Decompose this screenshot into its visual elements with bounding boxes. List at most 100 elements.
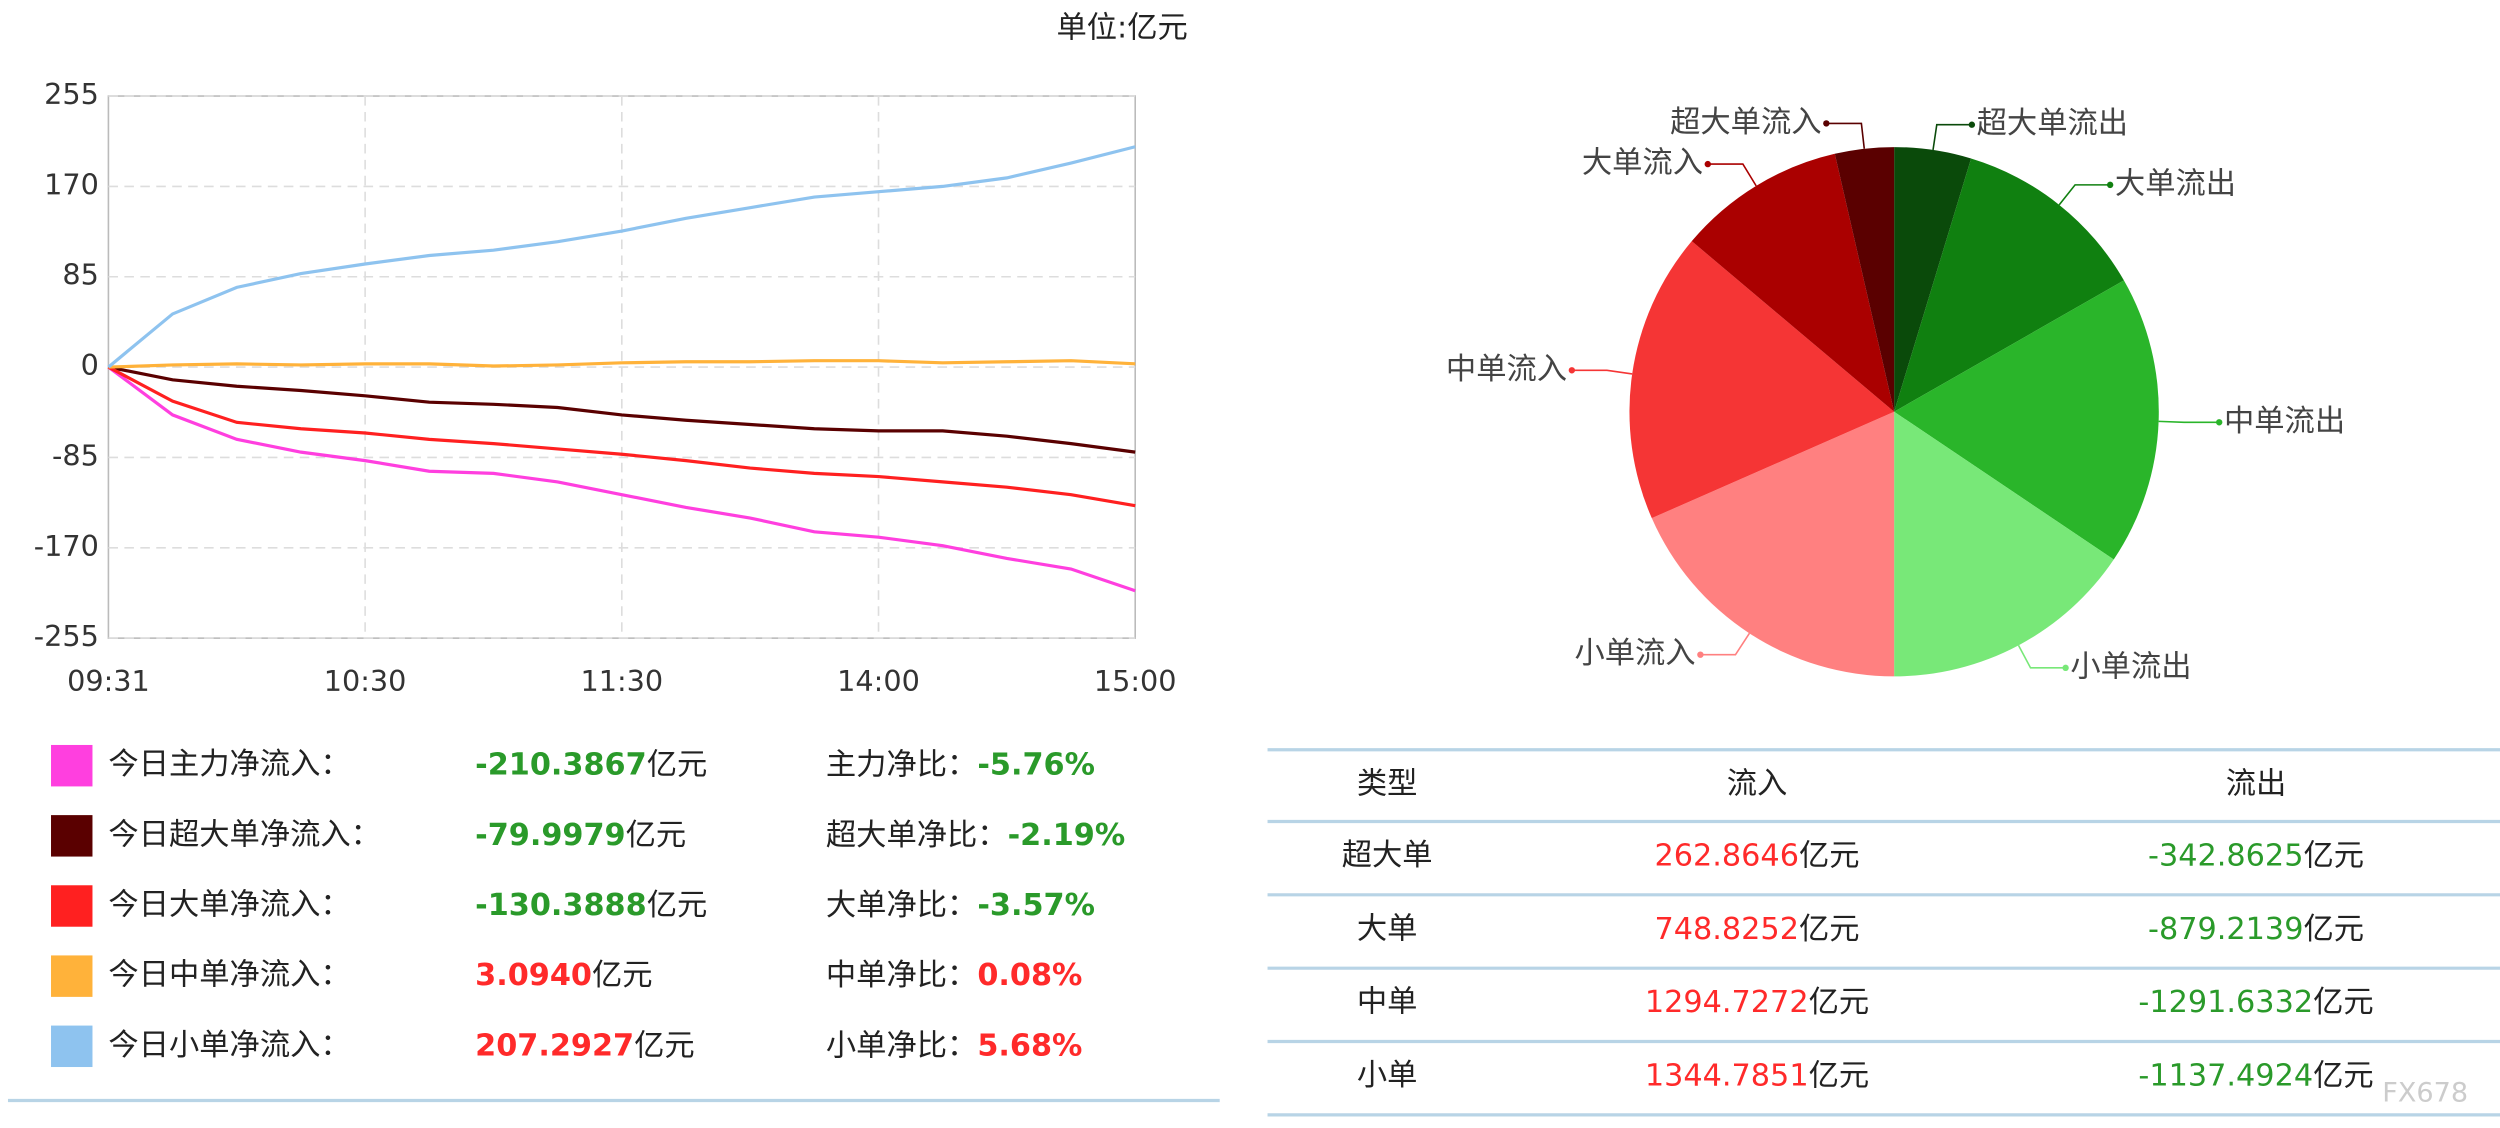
series-line — [107, 365, 1136, 593]
pie-label: 小单流出 — [2070, 649, 2191, 684]
unit-label: 单位:亿元 — [1056, 11, 1187, 46]
y-tick-label: 85 — [62, 258, 99, 292]
y-tick-label: -255 — [34, 619, 99, 653]
cell-unit: 亿元 — [1809, 1058, 1870, 1093]
legend-swatch — [51, 815, 93, 857]
net-ratio: 中单净比：0.08% — [826, 958, 1082, 993]
cell-value: -1137.4924 — [2138, 1058, 2313, 1093]
net-ratio: 大单净比：-3.57% — [826, 887, 1095, 922]
legend-label: 今日超大单净流入： — [108, 817, 381, 852]
pie-leader — [1571, 369, 1633, 375]
ratio-name: 小单净比： — [826, 1028, 977, 1063]
row-type: 小单 — [1357, 1058, 1418, 1093]
pie-leader — [2017, 644, 2066, 669]
y-tick-label: -85 — [52, 438, 99, 472]
row-type: 中单 — [1357, 985, 1418, 1020]
table-header: 流出 — [2226, 766, 2287, 801]
pie-slice — [1894, 280, 2159, 560]
legend-swatch — [51, 955, 93, 997]
pie-label: 小单流入 — [1574, 636, 1695, 671]
x-tick-label: 09:31 — [67, 664, 150, 698]
y-tick-label: 170 — [44, 167, 99, 201]
pie-label: 中单流出 — [2224, 404, 2345, 439]
y-tick-label: -170 — [34, 529, 99, 563]
inflow-cell: 1294.7272亿元 — [1645, 985, 1869, 1020]
cell-unit: 亿元 — [2313, 985, 2374, 1020]
legend-swatch — [51, 744, 93, 787]
row-type: 超大单 — [1342, 838, 1433, 873]
net-inflow: 3.0940亿元 — [475, 958, 652, 993]
inflow-cell: 748.8252亿元 — [1654, 911, 1859, 946]
pie-leader-dot — [1823, 120, 1830, 127]
legend-swatch — [51, 1025, 93, 1068]
pie-leader — [1826, 122, 1866, 149]
pie-label: 中单流入 — [1446, 352, 1567, 387]
net-inflow: 207.2927亿元 — [475, 1028, 695, 1063]
ratio-value: 5.68% — [977, 1028, 1082, 1063]
ratio-value: 0.08% — [977, 958, 1082, 993]
legend-swatch — [51, 885, 93, 927]
ratio-value: -5.76% — [977, 747, 1095, 782]
ratio-name: 超大单净比： — [826, 817, 1008, 852]
x-tick-label: 11:30 — [580, 664, 663, 698]
y-tick-label: 0 — [81, 348, 99, 382]
ratio-name: 大单净比： — [826, 887, 977, 922]
cell-unit: 亿元 — [2303, 838, 2364, 873]
pie-leader-dot — [1697, 651, 1704, 658]
cell-unit: 亿元 — [1809, 985, 1870, 1020]
x-tick-label: 14:00 — [837, 664, 920, 698]
legend-label: 今日大单净流入： — [108, 887, 350, 922]
net-ratio: 超大单净比：-2.19% — [826, 817, 1125, 852]
pie-leader-dot — [2216, 419, 2223, 426]
legend-label: 今日主力净流入： — [108, 747, 350, 782]
pie-slice — [1629, 241, 1895, 519]
series-line — [107, 145, 1136, 369]
net-inflow: -79.9979亿元 — [475, 817, 686, 852]
pie-label: 大单流出 — [2115, 166, 2236, 201]
net-inflow: -210.3867亿元 — [475, 747, 707, 782]
outflow-cell: -1137.4924亿元 — [2138, 1058, 2373, 1093]
ratio-name: 主力净比： — [826, 747, 977, 782]
pie-slice — [1651, 411, 1895, 677]
outflow-cell: -342.8625亿元 — [2148, 838, 2364, 873]
table-header: 流入 — [1727, 766, 1788, 801]
pie-leader — [1700, 632, 1751, 656]
series-line — [108, 365, 1136, 454]
net-value: 3.0940 — [475, 958, 592, 993]
pie-label: 超大单流入 — [1670, 105, 1821, 140]
cell-value: 1294.7272 — [1645, 985, 1809, 1020]
pie-leader — [2058, 184, 2111, 206]
net-inflow: -130.3888亿元 — [475, 887, 707, 922]
cell-value: -879.2139 — [2148, 911, 2303, 946]
pie-leader-dot — [1704, 160, 1711, 168]
net-unit: 亿元 — [647, 747, 708, 782]
pie-leader-dot — [2106, 181, 2114, 189]
pie-slice — [1691, 153, 1895, 412]
pie-slice — [1894, 411, 2114, 677]
pie-label: 大单流入 — [1582, 146, 1703, 181]
pie-slice — [1834, 147, 1895, 412]
net-value: -79.9979 — [475, 817, 626, 852]
ratio-value: -3.57% — [977, 887, 1095, 922]
net-value: -210.3867 — [475, 747, 647, 782]
net-unit: 亿元 — [647, 887, 708, 922]
watermark: FX678 — [2382, 1078, 2468, 1109]
outflow-cell: -879.2139亿元 — [2148, 911, 2364, 946]
cell-value: 262.8646 — [1654, 838, 1799, 873]
y-tick-label: 255 — [44, 77, 99, 111]
net-value: -130.3888 — [475, 887, 647, 922]
series-line — [108, 359, 1136, 369]
pie-leader — [1932, 123, 1972, 151]
net-ratio: 主力净比：-5.76% — [826, 747, 1095, 782]
pie-leader — [2158, 420, 2220, 424]
inflow-cell: 1344.7851亿元 — [1645, 1058, 1869, 1093]
outflow-cell: -1291.6332亿元 — [2138, 985, 2373, 1020]
net-unit: 亿元 — [626, 817, 687, 852]
legend-label: 今日小单净流入： — [108, 1028, 350, 1063]
table-header: 类型 — [1357, 766, 1418, 801]
cell-unit: 亿元 — [1799, 838, 1860, 873]
cell-value: -1291.6332 — [2138, 985, 2313, 1020]
pie-leader — [1707, 163, 1757, 187]
row-type: 大单 — [1357, 911, 1418, 946]
